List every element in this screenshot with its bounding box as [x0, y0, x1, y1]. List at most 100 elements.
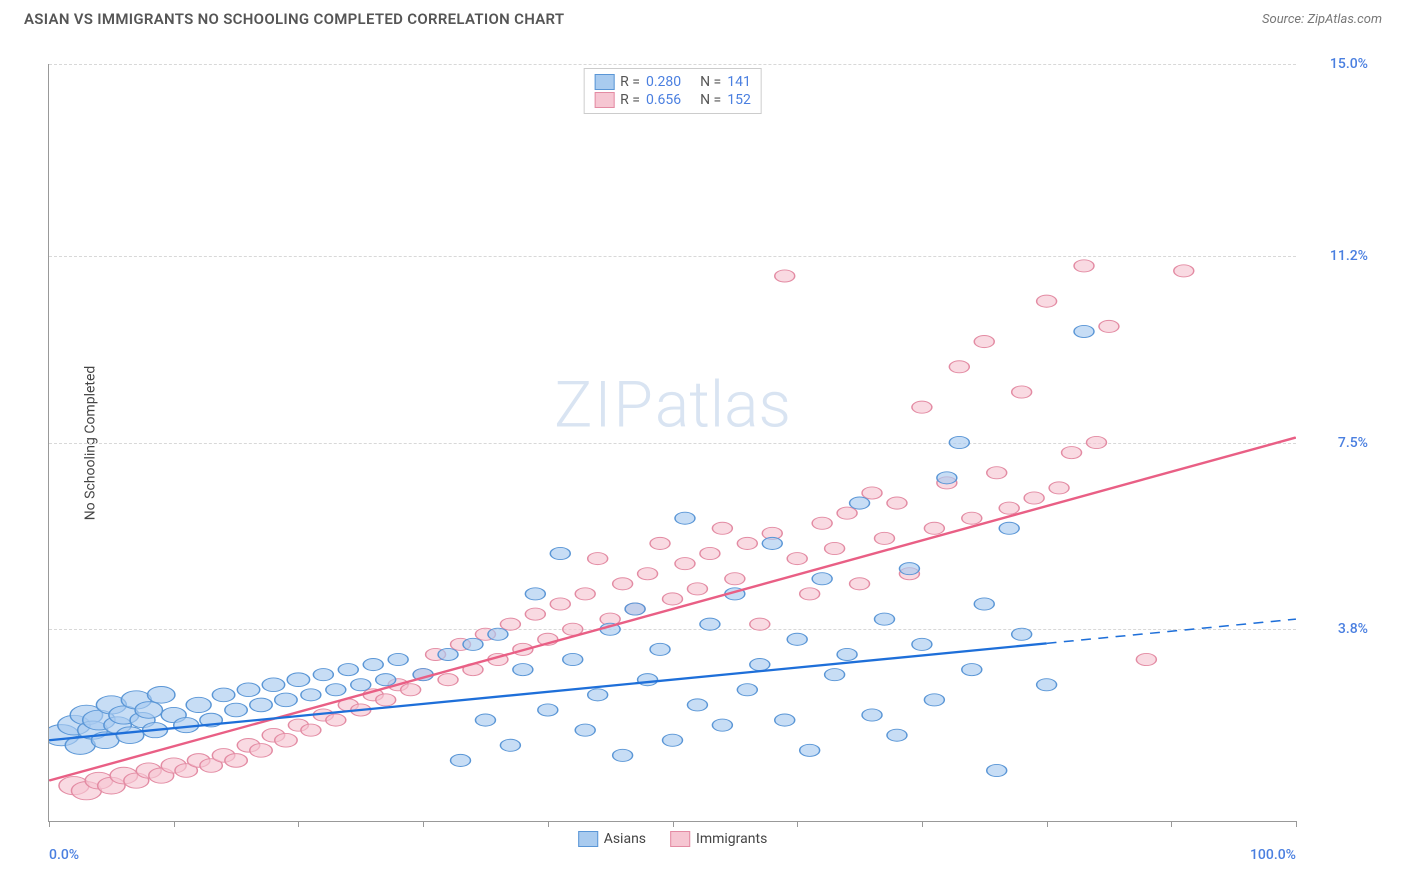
scatter-point [463, 638, 483, 650]
trend-line-extrapolated [1047, 619, 1296, 643]
scatter-point [1174, 265, 1194, 277]
x-tick [298, 821, 299, 827]
y-tick-label: 7.5% [1338, 435, 1368, 451]
scatter-point [800, 588, 820, 600]
scatter-point [500, 618, 520, 630]
scatter-point [750, 618, 770, 630]
scatter-point [525, 608, 545, 620]
scatter-point [850, 578, 870, 590]
scatter-point [737, 537, 757, 549]
scatter-point [575, 724, 595, 736]
scatter-point [862, 709, 882, 721]
r-label: R = [620, 74, 640, 90]
scatter-point [712, 522, 732, 534]
scatter-point [513, 664, 533, 676]
scatter-point [700, 547, 720, 559]
pink-swatch-icon [594, 92, 614, 108]
scatter-point [1049, 482, 1069, 494]
scatter-point [313, 669, 333, 681]
x-axis-max-label: 100.0% [1250, 847, 1296, 863]
scatter-point [588, 689, 608, 701]
scatter-point [488, 628, 508, 640]
r-value: 0.656 [646, 92, 681, 108]
scatter-point [376, 694, 396, 706]
scatter-point [687, 583, 707, 595]
trend-line [49, 437, 1296, 780]
scatter-point [962, 664, 982, 676]
scatter-point [588, 553, 608, 565]
scatter-point [225, 703, 247, 717]
scatter-point [550, 598, 570, 610]
scatter-point [999, 502, 1019, 514]
scatter-point [500, 739, 520, 751]
scatter-point [800, 744, 820, 756]
scatter-point [538, 704, 558, 716]
scatter-plot-svg [49, 64, 1296, 821]
scatter-point [301, 689, 321, 701]
scatter-point [837, 648, 857, 660]
x-tick [423, 821, 424, 827]
header: ASIAN VS IMMIGRANTS NO SCHOOLING COMPLET… [0, 0, 1406, 34]
scatter-point [563, 653, 583, 665]
plot-area: No Schooling Completed ZIPatlas R =0.280… [48, 64, 1296, 822]
scatter-point [663, 593, 683, 605]
scatter-point [762, 537, 782, 549]
source-attribution: Source: ZipAtlas.com [1262, 12, 1382, 27]
series-legend-item: Immigrants [670, 831, 767, 847]
y-tick-label: 11.2% [1330, 248, 1368, 264]
scatter-point [326, 714, 346, 726]
scatter-point [1136, 653, 1156, 665]
scatter-point [949, 361, 969, 373]
scatter-point [212, 688, 234, 702]
scatter-point [787, 633, 807, 645]
blue-swatch-icon [594, 74, 614, 90]
scatter-point [338, 664, 358, 676]
scatter-point [250, 698, 272, 712]
scatter-point [638, 568, 658, 580]
r-label: R = [620, 92, 640, 108]
scatter-point [575, 588, 595, 600]
scatter-point [862, 487, 882, 499]
scatter-point [376, 674, 396, 686]
scatter-point [650, 537, 670, 549]
series-legend-label: Immigrants [696, 831, 767, 847]
scatter-point [401, 684, 421, 696]
scatter-point [675, 512, 695, 524]
scatter-point [812, 573, 832, 585]
x-axis-min-label: 0.0% [49, 847, 79, 863]
x-tick [174, 821, 175, 827]
y-tick-label: 3.8% [1338, 621, 1368, 637]
scatter-point [700, 618, 720, 630]
chart-container: No Schooling Completed ZIPatlas R =0.280… [48, 54, 1386, 852]
scatter-point [1062, 447, 1082, 459]
scatter-point [924, 522, 944, 534]
correlation-legend: R =0.280 N =141R =0.656 N =152 [583, 68, 762, 114]
scatter-point [301, 724, 321, 736]
y-tick-label: 15.0% [1330, 56, 1368, 72]
x-tick [1047, 821, 1048, 827]
scatter-point [1099, 320, 1119, 332]
scatter-point [912, 638, 932, 650]
scatter-point [663, 734, 683, 746]
scatter-point [250, 744, 272, 758]
series-legend-label: Asians [604, 831, 646, 847]
x-tick [548, 821, 549, 827]
scatter-point [737, 684, 757, 696]
scatter-point [712, 719, 732, 731]
scatter-point [475, 714, 495, 726]
scatter-point [1087, 436, 1107, 448]
n-value: 152 [727, 92, 751, 108]
scatter-point [999, 522, 1019, 534]
scatter-point [326, 684, 346, 696]
scatter-point [1024, 492, 1044, 504]
series-legend-item: Asians [578, 831, 646, 847]
scatter-point [812, 517, 832, 529]
x-tick [673, 821, 674, 827]
scatter-point [687, 699, 707, 711]
scatter-point [388, 653, 408, 665]
scatter-point [1012, 386, 1032, 398]
scatter-point [438, 674, 458, 686]
scatter-point [937, 472, 957, 484]
n-label: N = [700, 92, 721, 108]
scatter-point [451, 754, 471, 766]
